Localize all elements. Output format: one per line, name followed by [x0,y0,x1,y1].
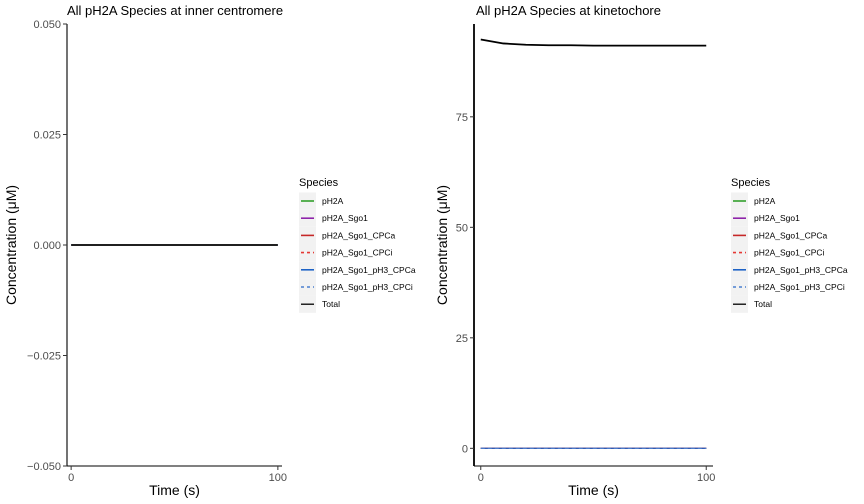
x-axis-title: Time (s) [568,482,619,498]
y-tick-label: 0 [462,443,468,455]
legend-label: pH2A [754,196,776,206]
series-line-6 [480,38,707,47]
y-tick-label: −0.050 [27,461,61,473]
legend-label: pH2A_Sgo1_CPCa [754,230,828,240]
legend-label: pH2A_Sgo1_pH3_CPCi [322,282,413,292]
legend-label: pH2A_Sgo1_CPCi [322,248,393,258]
legend-label: pH2A_Sgo1_pH3_CPCa [754,265,848,275]
legend-label: pH2A_Sgo1_CPCi [754,248,825,258]
x-tick-label: 0 [68,472,74,484]
y-tick-label: 50 [456,222,468,234]
legend-title: Species [299,177,339,189]
x-tick-label: 100 [697,472,715,484]
y-tick-label: 0.000 [33,240,61,252]
chart-panel-1: All pH2A Species at kinetochore 0 25 50 75 0 1… [434,3,848,498]
legend-label: pH2A_Sgo1_pH3_CPCa [322,265,416,275]
chart-title: All pH2A Species at inner centromere [67,3,283,18]
y-tick-label: 0.025 [33,130,61,142]
x-tick-label: 100 [269,472,287,484]
chart-title: All pH2A Species at kinetochore [476,3,661,18]
legend-label: pH2A_Sgo1_CPCa [322,230,396,240]
y-axis-title: Concentration (μM) [434,185,450,305]
legend-label: Total [754,299,772,309]
legend-title: Species [731,177,771,189]
legend-label: Total [322,299,340,309]
y-tick-label: −0.025 [27,351,61,363]
legend-label: pH2A_Sgo1_pH3_CPCi [754,282,845,292]
y-axis-title: Concentration (μM) [3,185,19,305]
legend-label: pH2A_Sgo1 [322,213,368,223]
legend: Species pH2A pH2A_Sgo1 pH2A_Sgo1_CPCa pH2A_S… [731,177,848,313]
x-tick-label: 0 [478,472,484,484]
legend: Species pH2A pH2A_Sgo1 pH2A_Sgo1_CPCa pH2A_S… [299,177,416,313]
legend-label: pH2A [322,196,344,206]
y-tick-label: 25 [456,333,468,345]
x-axis-title: Time (s) [149,482,200,498]
legend-label: pH2A_Sgo1 [754,213,800,223]
chart-panel-0: All pH2A Species at inner centromere −0.0… [3,3,416,498]
y-tick-label: 75 [456,112,468,124]
y-tick-label: 0.050 [33,19,61,31]
